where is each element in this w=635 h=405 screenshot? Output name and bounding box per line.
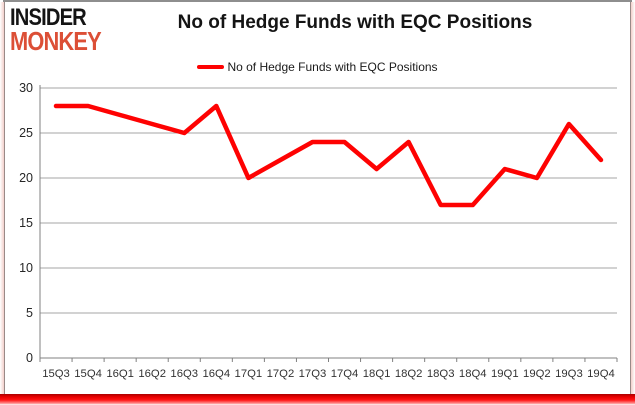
legend-label: No of Hedge Funds with EQC Positions [227,60,438,74]
x-tick-label: 17Q1 [235,368,263,380]
x-tick-label: 16Q2 [138,368,166,380]
x-tick-label: 17Q3 [299,368,327,380]
frame-top-border [3,0,632,2]
x-tick-label: 18Q1 [363,368,391,380]
x-tick-label: 18Q3 [427,368,455,380]
x-tick-label: 16Q4 [202,368,230,380]
x-tick-label: 15Q4 [74,368,102,380]
x-tick-label: 19Q3 [555,368,583,380]
frame-bottom-red-bar [0,394,635,405]
y-tick-label: 20 [19,171,33,185]
y-tick-label: 5 [26,306,33,320]
x-tick-label: 19Q2 [523,368,551,380]
x-tick-label: 18Q2 [395,368,423,380]
y-tick-label: 10 [19,261,33,275]
y-tick-label: 25 [19,126,33,140]
insider-monkey-logo: INSIDER MONKEY [10,4,118,56]
x-tick-label: 19Q1 [491,368,519,380]
legend-line-swatch [197,65,225,69]
y-tick-label: 0 [26,351,33,365]
y-tick-label: 30 [19,81,33,95]
x-tick-label: 17Q2 [267,368,295,380]
x-tick-label: 16Q1 [106,368,134,380]
x-tick-label: 15Q3 [42,368,70,380]
x-tick-label: 16Q3 [170,368,198,380]
x-tick-label: 19Q4 [587,368,615,380]
logo-text-monkey: MONKEY [10,25,102,56]
logo-text-insider: INSIDER [10,4,87,31]
x-tick-label: 18Q4 [459,368,487,380]
chart-legend: No of Hedge Funds with EQC Positions [0,59,635,75]
x-tick-label: 17Q4 [331,368,359,380]
frame-left-border [0,2,5,396]
chart-title: No of Hedge Funds with EQC Positions [177,12,533,33]
series-line [53,103,604,208]
frame-right-border [630,2,635,396]
y-tick-label: 15 [19,216,33,230]
